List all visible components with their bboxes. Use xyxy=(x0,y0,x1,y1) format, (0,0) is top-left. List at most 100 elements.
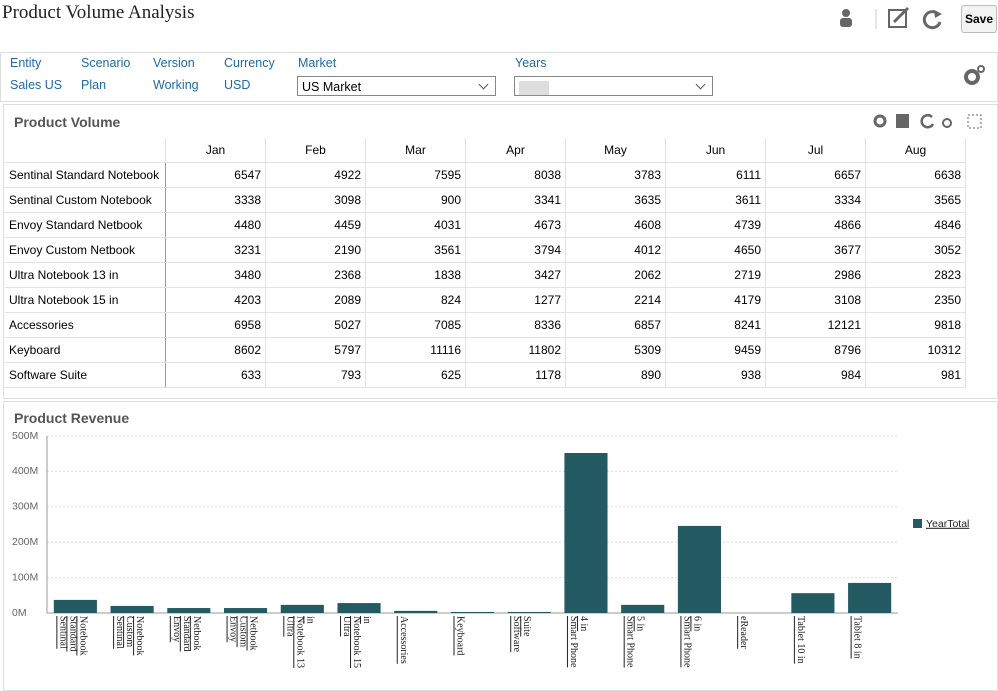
cell: 2368 xyxy=(265,262,366,288)
table-row: Software Suite 633 793 625 1178 890 938 984 981 xyxy=(5,362,966,388)
row-label: Software Suite xyxy=(5,362,166,388)
column-header: Jan xyxy=(165,138,266,163)
pov-value: Plan xyxy=(81,78,107,92)
table-row: Ultra Notebook 15 in 4203 2089 824 1277 2214 4… xyxy=(5,287,966,313)
cell: 3611 xyxy=(665,187,766,213)
cell: 4179 xyxy=(665,287,766,313)
cell: 824 xyxy=(365,287,466,313)
column-header: Feb xyxy=(265,138,366,163)
selector-value-blurred xyxy=(519,80,549,95)
cell: 3635 xyxy=(565,187,666,213)
cell: 3338 xyxy=(165,187,266,213)
cell: 2190 xyxy=(265,237,366,263)
cell: 4739 xyxy=(665,212,766,238)
cell: 3341 xyxy=(465,187,566,213)
row-label: Keyboard xyxy=(5,337,166,363)
cell: 7085 xyxy=(365,312,466,338)
settings-icon[interactable] xyxy=(962,64,986,88)
cell: 3108 xyxy=(765,287,866,313)
x-tick-label: Envoy Custom Netbook xyxy=(227,616,259,651)
cell: 2823 xyxy=(865,262,966,288)
cell: 900 xyxy=(365,187,466,213)
pov-label: Currency xyxy=(224,56,275,70)
table-row: Envoy Standard Netbook 4480 4459 4031 4673 46… xyxy=(5,212,966,238)
x-tick-label: Smart Phone 4 in xyxy=(567,616,589,668)
cell: 2062 xyxy=(565,262,666,288)
cell: 3561 xyxy=(365,237,466,263)
x-tick-label: eReader xyxy=(738,616,750,649)
cell: 6638 xyxy=(865,162,966,188)
x-tick-label: Sentinal Custom Notebook xyxy=(114,616,146,656)
product-revenue-panel: Product Revenue xyxy=(3,401,998,691)
cell: 3565 xyxy=(865,187,966,213)
panel-title: Product Volume xyxy=(14,114,121,130)
selector[interactable] xyxy=(514,76,713,96)
column-header: May xyxy=(565,138,666,163)
cell: 8336 xyxy=(465,312,566,338)
table-row: Accessories 6958 5027 7085 8336 6857 8241 12121… xyxy=(5,312,966,338)
x-tick-label: Ultra Notebook 15 in xyxy=(341,616,373,668)
dropdown-arrow xyxy=(478,79,489,90)
row-label: Envoy Custom Netbook xyxy=(5,237,166,263)
column-header: Aug xyxy=(865,138,966,163)
cell: 890 xyxy=(565,362,666,388)
table-row: Envoy Custom Netbook 3231 2190 3561 3794 4012… xyxy=(5,237,966,263)
row-label: Ultra Notebook 13 in xyxy=(5,262,166,288)
panel-icons xyxy=(873,113,982,129)
x-tick-label: Tablet 8 in xyxy=(851,616,863,659)
cell: 3334 xyxy=(765,187,866,213)
selector-label: Years xyxy=(515,56,547,70)
pov-value: USD xyxy=(224,78,251,92)
column-header: Jun xyxy=(665,138,766,163)
pov-value: Sales US xyxy=(10,78,63,92)
row-label: Ultra Notebook 15 in xyxy=(5,287,166,313)
selector[interactable]: US Market xyxy=(297,76,496,96)
save-button[interactable]: Save xyxy=(961,5,997,33)
cell: 2350 xyxy=(865,287,966,313)
panel-title: Product Revenue xyxy=(14,410,130,426)
cell: 8038 xyxy=(465,162,566,188)
table-row: Keyboard 8602 5797 11116 11802 5309 9459 8796 10… xyxy=(5,337,966,363)
cell: 5027 xyxy=(265,312,366,338)
cell: 4846 xyxy=(865,212,966,238)
selector-value: US Market xyxy=(302,80,362,94)
pov-bar xyxy=(0,52,998,102)
column-header: Jul xyxy=(765,138,866,163)
x-tick-label: Software Suite xyxy=(511,616,533,653)
row-label: Accessories xyxy=(5,312,166,338)
selector-label: Market xyxy=(298,56,337,70)
row-label: Sentinal Custom Notebook xyxy=(5,187,166,213)
cell: 4608 xyxy=(565,212,666,238)
cell: 9818 xyxy=(865,312,966,338)
cell: 4650 xyxy=(665,237,766,263)
cell: 8241 xyxy=(665,312,766,338)
pov-label: Entity xyxy=(10,56,42,70)
page-title: Product Volume Analysis xyxy=(2,2,195,23)
cell: 1277 xyxy=(465,287,566,313)
cell: 11116 xyxy=(365,337,466,363)
cell: 8796 xyxy=(765,337,866,363)
cell: 3480 xyxy=(165,262,266,288)
pov-label: Scenario xyxy=(81,56,131,70)
x-tick-label: Ultra Notebook 13 in xyxy=(284,616,316,668)
cell: 625 xyxy=(365,362,466,388)
cell: 4673 xyxy=(465,212,566,238)
x-tick-label: Smart Phone 6 in xyxy=(681,616,703,668)
cell: 633 xyxy=(165,362,266,388)
cell: 6547 xyxy=(165,162,266,188)
cell: 12121 xyxy=(765,312,866,338)
cell: 2089 xyxy=(265,287,366,313)
cell: 10312 xyxy=(865,337,966,363)
cell: 4012 xyxy=(565,237,666,263)
cell: 2214 xyxy=(565,287,666,313)
cell: 5797 xyxy=(265,337,366,363)
table-row: Ultra Notebook 13 in 3480 2368 1838 3427 2062… xyxy=(5,262,966,288)
cell: 6111 xyxy=(665,162,766,188)
cell: 8602 xyxy=(165,337,266,363)
cell: 3794 xyxy=(465,237,566,263)
cell: 4866 xyxy=(765,212,866,238)
cell: 4203 xyxy=(165,287,266,313)
pov-label: Version xyxy=(153,56,195,70)
cell: 1178 xyxy=(465,362,566,388)
